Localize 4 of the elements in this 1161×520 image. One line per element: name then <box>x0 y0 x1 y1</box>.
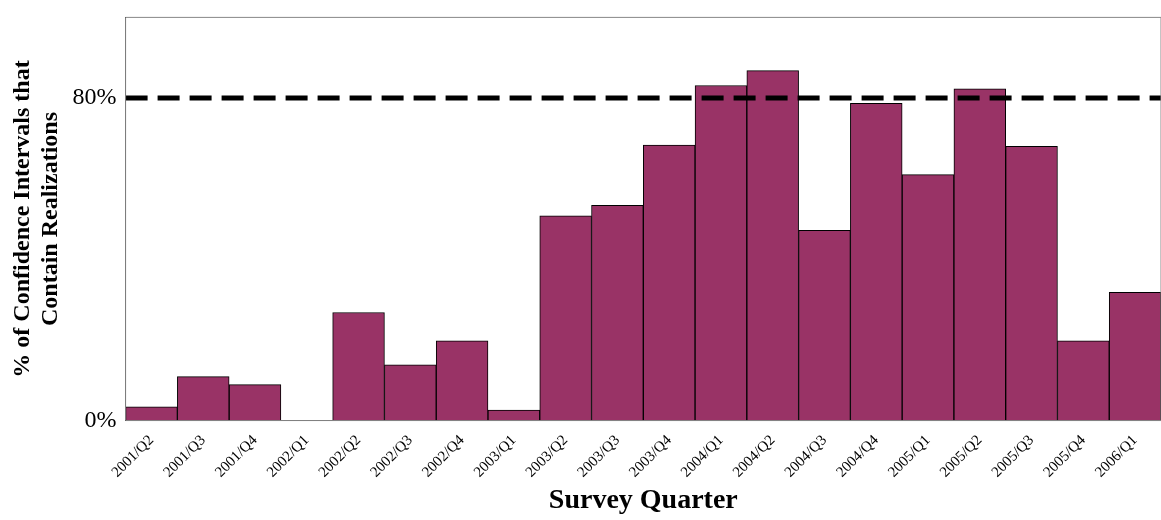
y-tick-label: 0% <box>84 405 117 432</box>
x-axis-title: Survey Quarter <box>548 483 738 515</box>
y-axis-title: % of Confidence Intervals that Contain Realizations <box>7 60 63 378</box>
y-tick-label: 80% <box>72 83 117 110</box>
